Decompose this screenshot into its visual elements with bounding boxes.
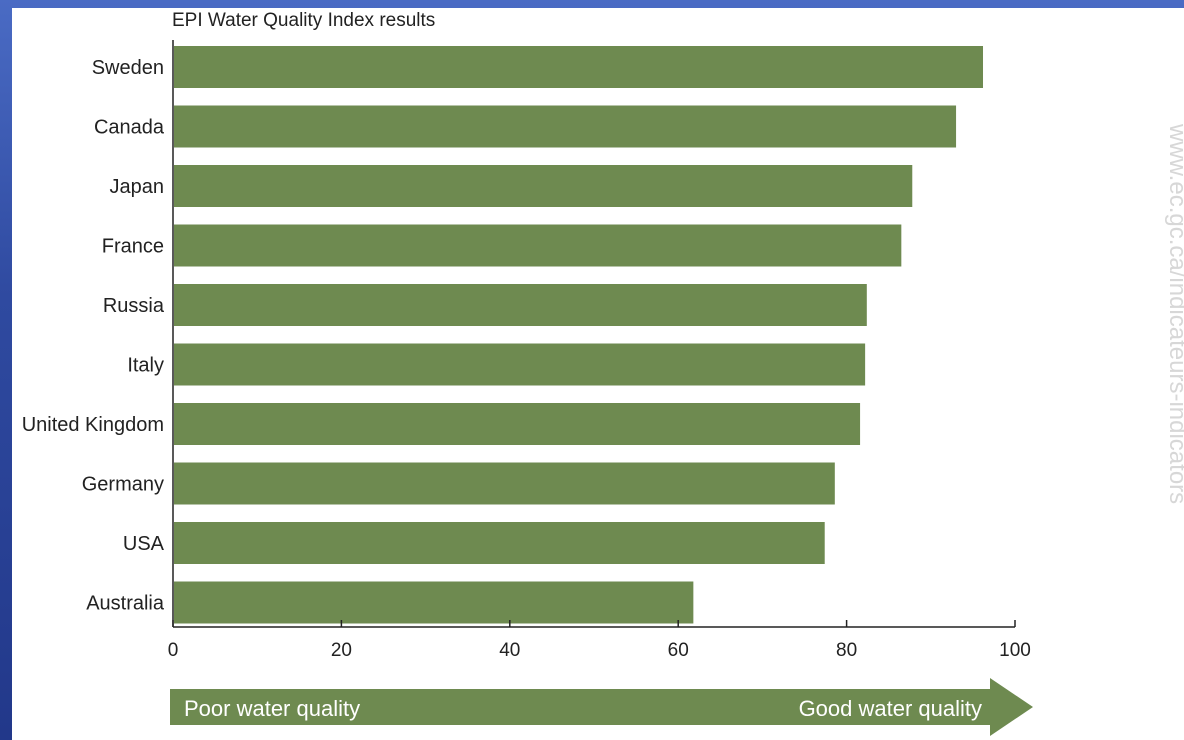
category-label: France [102, 236, 164, 258]
category-labels: Sweden Canada Japan France Russia Italy United… [22, 57, 165, 615]
category-label: Sweden [92, 57, 164, 79]
chart-title: EPI Water Quality Index results [172, 10, 435, 31]
category-label: Italy [127, 355, 164, 377]
arrow-right-label: Good water quality [799, 696, 982, 721]
x-axis: 0 20 40 60 80 100 [168, 40, 1031, 661]
watermark-url: www.ec.gc.ca/indicateurs-indicators [1164, 123, 1184, 504]
x-tick-label: 20 [331, 640, 352, 661]
category-label: United Kingdom [22, 414, 164, 436]
bars-group [174, 46, 984, 624]
category-label: Japan [110, 176, 165, 198]
bar-japan [174, 165, 913, 207]
bar-germany [174, 462, 835, 505]
x-tick-label: 60 [668, 640, 689, 661]
category-label: Australia [86, 593, 165, 615]
category-label: Germany [82, 474, 164, 496]
bar-france [174, 224, 902, 267]
quality-arrow: Poor water quality Good water quality [170, 678, 1033, 736]
bar-usa [174, 522, 825, 564]
x-tick-label: 100 [999, 640, 1031, 661]
bar-united-kingdom [174, 403, 861, 445]
bar-canada [174, 105, 957, 148]
category-label: USA [123, 533, 165, 555]
x-tick-label: 40 [499, 640, 520, 661]
chart-panel: EPI Water Quality Index results Sweden Ca… [12, 8, 1184, 740]
bar-australia [174, 581, 694, 624]
x-tick-label: 0 [168, 640, 179, 661]
category-label: Canada [94, 117, 165, 139]
bar-sweden [174, 46, 984, 88]
x-tick-label: 80 [836, 640, 857, 661]
quality-arrow-shape [170, 678, 1033, 736]
category-label: Russia [103, 295, 165, 317]
bar-russia [174, 284, 867, 326]
arrow-left-label: Poor water quality [184, 696, 360, 721]
bar-italy [174, 343, 866, 386]
bar-chart: EPI Water Quality Index results Sweden Ca… [22, 10, 1184, 736]
